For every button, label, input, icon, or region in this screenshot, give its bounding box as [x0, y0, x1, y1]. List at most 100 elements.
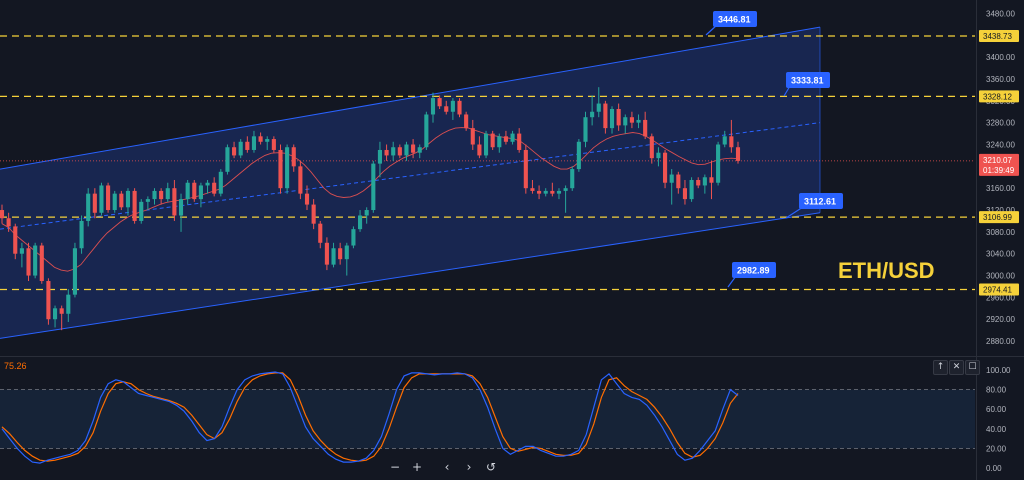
candle [490, 130, 495, 150]
price-callout-label[interactable]: 3446.81 [718, 15, 751, 25]
price-callout-box[interactable] [713, 11, 757, 27]
candle [483, 130, 489, 159]
price-axis-tick-label: 2880.00 [986, 337, 1015, 346]
candle-body [265, 139, 270, 142]
candle [709, 160, 714, 200]
candle [218, 169, 223, 197]
price-axis-tick-label: 3400.00 [986, 53, 1015, 62]
candle-body [497, 136, 502, 148]
candle [205, 180, 210, 194]
candle [72, 242, 77, 298]
support-resistance-levels[interactable] [0, 35, 975, 291]
candle [357, 210, 363, 232]
candle [86, 188, 91, 227]
price-callout-box[interactable] [786, 72, 830, 88]
candle [172, 180, 177, 221]
candle-body [404, 144, 409, 156]
price-axis-background [977, 0, 1024, 480]
pane-maximize-button[interactable]: ☐ [965, 360, 980, 375]
level-price-tag-label: 3106.99 [983, 213, 1012, 222]
zoom-in-button[interactable]: + [411, 460, 423, 474]
pane-move-up-button[interactable]: ↑ [933, 360, 948, 375]
channel-upper-line[interactable] [0, 26, 821, 170]
candle [278, 144, 283, 194]
price-callouts[interactable]: 3446.81 3333.81 3112.61 2982.89 [705, 11, 843, 288]
candle [543, 188, 548, 197]
candle [391, 141, 396, 161]
candle [232, 141, 237, 159]
price-axis[interactable]: 3480.003440.003400.003360.003320.003280.… [976, 0, 1024, 480]
candle-body [543, 190, 548, 194]
candle-body [510, 133, 515, 142]
candle-body [530, 188, 535, 191]
candle [616, 103, 621, 131]
price-callout-label[interactable]: 3333.81 [791, 76, 824, 86]
candle-body [583, 117, 588, 142]
price-callout-label[interactable]: 3112.61 [804, 197, 836, 207]
candle [497, 133, 502, 153]
channel-fill [0, 27, 820, 339]
candle [145, 196, 150, 211]
candle-body [716, 144, 721, 183]
candle-body [66, 294, 71, 314]
candle [563, 185, 568, 213]
price-axis-tick-label: 3080.00 [986, 228, 1015, 237]
candle-body [377, 149, 383, 164]
pane-close-button[interactable]: ✕ [949, 360, 964, 375]
candle [457, 98, 462, 118]
candle [523, 144, 528, 194]
chart-navigation-bar: − + ‹ › ↺ [386, 458, 500, 476]
price-callout-box[interactable] [732, 262, 776, 278]
candle-body [430, 98, 436, 115]
candle [603, 100, 608, 134]
candle [404, 141, 409, 161]
candle-body [338, 248, 343, 260]
candle [590, 95, 595, 126]
candle-body [125, 190, 131, 208]
candle-body [457, 100, 462, 115]
price-axis-tick-label: 3040.00 [986, 250, 1015, 259]
candle-body [371, 163, 376, 211]
candle-body [165, 188, 170, 200]
candle-body [112, 193, 117, 211]
scroll-back-button[interactable]: ‹ [444, 460, 450, 474]
candle [729, 119, 734, 153]
candle-body [517, 133, 522, 150]
candle-body [159, 190, 164, 200]
stochastic-k-line [1, 371, 739, 464]
channel-middle-line[interactable] [0, 122, 821, 230]
candle-body [311, 204, 316, 224]
candle-body [636, 119, 641, 123]
candle-body [238, 141, 243, 156]
reset-chart-button[interactable]: ↺ [485, 460, 497, 474]
candle-body [629, 117, 634, 123]
channel-lower-line[interactable] [0, 212, 821, 339]
candle-body [271, 139, 276, 150]
price-callout-label[interactable]: 2982.89 [737, 266, 770, 276]
candle [583, 111, 588, 148]
candle [530, 180, 535, 194]
candle [517, 128, 522, 153]
candle [424, 111, 429, 150]
candle-body [59, 308, 64, 314]
candle [19, 242, 24, 268]
regression-channel[interactable] [0, 26, 821, 339]
candle-body [212, 182, 217, 194]
candle-body [344, 245, 349, 260]
candle [39, 242, 44, 284]
candle-body [318, 223, 323, 243]
candle-body [669, 174, 674, 183]
stochastic-pane[interactable]: 100.00 80.00 60.00 40.00 20.00 0.00 [0, 356, 1024, 474]
scroll-forward-button[interactable]: › [466, 460, 472, 474]
candle [0, 204, 5, 224]
candle-body [609, 109, 615, 129]
candle [384, 144, 389, 161]
candle-body [444, 106, 449, 112]
candle [669, 169, 674, 205]
candle [550, 182, 555, 197]
price-callout-box[interactable] [799, 193, 843, 209]
price-axis-tick-label: 3480.00 [986, 9, 1015, 18]
candle [132, 188, 137, 224]
zoom-out-button[interactable]: − [389, 460, 401, 474]
